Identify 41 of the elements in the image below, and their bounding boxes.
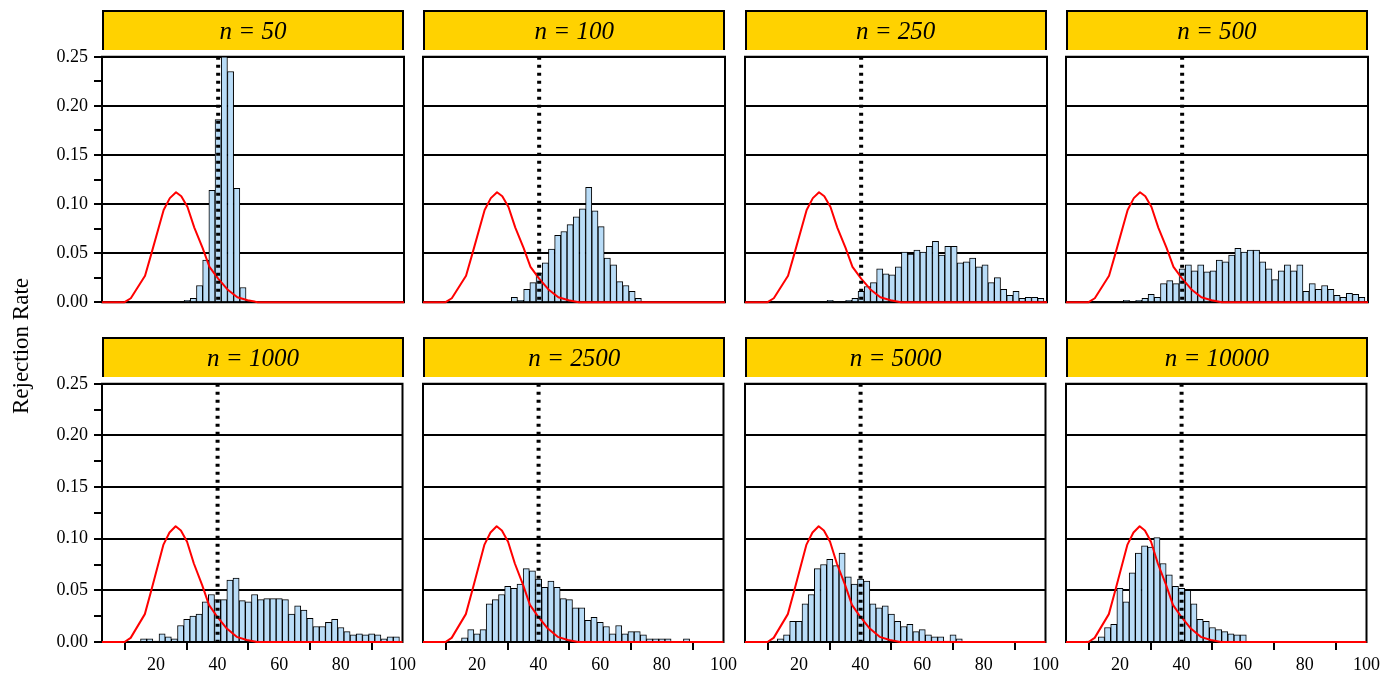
y-tick-label: 0.25 bbox=[56, 45, 88, 66]
x-tick-label: 40 bbox=[208, 653, 227, 674]
x-tick-label: 100 bbox=[1031, 653, 1059, 674]
x-tick-label: 20 bbox=[468, 653, 487, 674]
x-tick-label: 40 bbox=[529, 653, 548, 674]
x-tick-label: 80 bbox=[653, 653, 672, 674]
chart-title: n = 500 bbox=[1065, 10, 1368, 50]
y-tick-label: 0.05 bbox=[56, 241, 88, 262]
x-tick-label: 100 bbox=[1352, 653, 1380, 674]
x-tick-label: 80 bbox=[331, 653, 350, 674]
y-tick-label: 0.05 bbox=[56, 579, 88, 600]
x-tick-label: 20 bbox=[1110, 653, 1129, 674]
x-tick-label: 100 bbox=[389, 653, 416, 674]
chart-title: n = 100 bbox=[423, 10, 726, 50]
chart-title: n = 2500 bbox=[423, 337, 726, 377]
y-axis-title: Rejection Rate bbox=[8, 277, 34, 415]
y-tick-label: 0.15 bbox=[56, 143, 88, 164]
x-tick-label: 60 bbox=[1234, 653, 1253, 674]
y-tick-label: 0.20 bbox=[56, 94, 88, 115]
x-tick-label: 20 bbox=[146, 653, 165, 674]
y-tick-label: 0.10 bbox=[56, 192, 88, 213]
x-tick-label: 60 bbox=[591, 653, 610, 674]
y-tick-label: 0.25 bbox=[56, 372, 88, 393]
y-tick-label: 0.20 bbox=[56, 424, 88, 445]
chart-title: n = 250 bbox=[744, 10, 1047, 50]
chart-title: n = 50 bbox=[102, 10, 404, 50]
x-tick-label: 100 bbox=[710, 653, 738, 674]
y-tick-label: 0.00 bbox=[56, 290, 88, 311]
x-tick-label: 80 bbox=[974, 653, 993, 674]
x-tick-label: 60 bbox=[912, 653, 931, 674]
y-tick-label: 0.15 bbox=[56, 475, 88, 496]
x-tick-label: 80 bbox=[1295, 653, 1314, 674]
chart-title: n = 10000 bbox=[1065, 337, 1368, 377]
chart-title: n = 1000 bbox=[102, 337, 404, 377]
x-tick-label: 40 bbox=[851, 653, 870, 674]
x-tick-label: 40 bbox=[1172, 653, 1191, 674]
y-tick-label: 0.00 bbox=[56, 630, 88, 651]
y-tick-label: 0.10 bbox=[56, 527, 88, 548]
chart-title: n = 5000 bbox=[744, 337, 1047, 377]
x-tick-label: 20 bbox=[789, 653, 808, 674]
x-tick-label: 60 bbox=[270, 653, 289, 674]
